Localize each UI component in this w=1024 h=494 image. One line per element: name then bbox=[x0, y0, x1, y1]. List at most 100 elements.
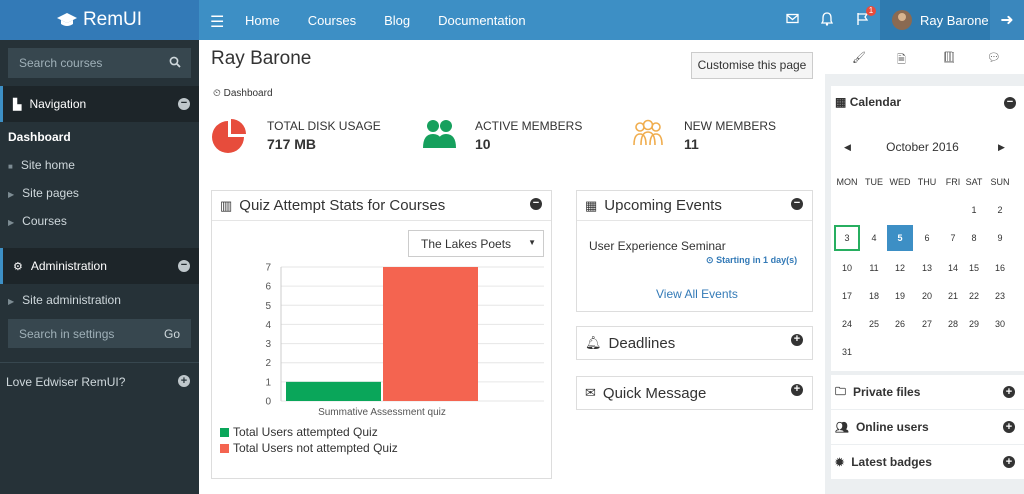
notification-badge: 1 bbox=[866, 6, 876, 16]
calendar-day[interactable]: 28 bbox=[947, 319, 958, 329]
calendar-day[interactable]: 25 bbox=[868, 319, 879, 329]
private-files-block[interactable]: 🗀︎ Private files + bbox=[831, 375, 1024, 409]
calendar-day[interactable]: 16 bbox=[994, 263, 1005, 273]
navigation-header[interactable]: ▙ Navigation − bbox=[0, 86, 199, 122]
calendar-day[interactable]: 20 bbox=[921, 291, 932, 301]
sidebar-item-dashboard[interactable]: Dashboard bbox=[8, 130, 71, 144]
brand[interactable]: RemUI bbox=[0, 0, 199, 40]
calendar-day[interactable]: 15 bbox=[968, 263, 979, 273]
calendar-day[interactable]: 18 bbox=[868, 291, 879, 301]
menu-toggle-icon[interactable]: ☰ bbox=[210, 14, 225, 31]
search-icon[interactable] bbox=[169, 56, 181, 68]
calendar-day[interactable]: 21 bbox=[947, 291, 958, 301]
calendar-day[interactable]: 2 bbox=[997, 205, 1003, 215]
calendar-day[interactable]: 8 bbox=[971, 233, 977, 243]
arrow-right-icon[interactable]: ➜ bbox=[990, 0, 1024, 40]
calendar-day[interactable]: 23 bbox=[994, 291, 1005, 301]
book-icon[interactable]: 📕︎ bbox=[942, 52, 956, 64]
avatar bbox=[892, 10, 912, 30]
expand-icon[interactable]: + bbox=[178, 375, 190, 387]
sidebar-item-courses[interactable]: ▶ Courses bbox=[8, 214, 67, 228]
expand-icon[interactable]: + bbox=[1003, 386, 1015, 398]
calendar-day[interactable]: 3 bbox=[834, 225, 860, 251]
calendar-day[interactable]: 31 bbox=[841, 347, 852, 357]
envelope-icon: ✉ bbox=[585, 385, 596, 400]
event-name[interactable]: User Experience Seminar bbox=[589, 239, 726, 253]
administration-header[interactable]: ⚙ Administration − bbox=[0, 248, 199, 284]
file-icon[interactable]: 🗎︎ bbox=[897, 54, 906, 66]
comments-icon[interactable]: 💬︎ bbox=[987, 52, 1001, 64]
calendar-day[interactable]: 30 bbox=[994, 319, 1005, 329]
calendar-day[interactable]: 19 bbox=[894, 291, 905, 301]
calendar-day[interactable]: 11 bbox=[869, 263, 879, 273]
calendar-day[interactable]: 10 bbox=[841, 263, 852, 273]
view-all-events-link[interactable]: View All Events bbox=[656, 287, 738, 301]
next-month-icon[interactable]: ▶ bbox=[998, 142, 1005, 152]
collapse-icon[interactable]: − bbox=[530, 198, 542, 210]
breadcrumb[interactable]: ⏲ Dashboard bbox=[213, 88, 273, 99]
deadlines-panel-header[interactable]: 🔔︎ Deadlines + bbox=[577, 327, 812, 359]
online-users-block[interactable]: 👥︎ Online users + bbox=[831, 410, 1024, 444]
go-button[interactable]: Go bbox=[163, 327, 180, 341]
calendar-day[interactable]: 17 bbox=[841, 291, 852, 301]
calendar-day[interactable]: 4 bbox=[871, 233, 877, 243]
weekday-label: TUE bbox=[865, 177, 883, 187]
calendar-day[interactable]: 24 bbox=[841, 319, 852, 329]
topnav-blog[interactable]: Blog bbox=[384, 12, 411, 28]
y-tick-label: 3 bbox=[265, 339, 271, 350]
envelope-icon[interactable] bbox=[786, 12, 799, 25]
expand-icon[interactable]: + bbox=[791, 334, 803, 346]
brush-icon[interactable]: 🖌︎ bbox=[852, 52, 866, 64]
sidebar-item-site-pages[interactable]: ▶ Site pages bbox=[8, 186, 79, 200]
bell-icon[interactable] bbox=[821, 12, 833, 26]
calendar-day[interactable]: 6 bbox=[924, 233, 930, 243]
weekday-label: FRI bbox=[945, 177, 961, 187]
calendar-day[interactable]: 7 bbox=[950, 233, 956, 243]
topnav-courses[interactable]: Courses bbox=[307, 12, 357, 28]
expand-icon[interactable]: + bbox=[791, 384, 803, 396]
calendar-title: Calendar bbox=[849, 95, 902, 109]
collapse-icon[interactable]: − bbox=[178, 98, 190, 110]
expand-icon[interactable]: + bbox=[1003, 456, 1015, 468]
calendar-day[interactable]: 1 bbox=[971, 205, 977, 215]
calendar-day[interactable]: 22 bbox=[968, 291, 979, 301]
sidebar-item-site-administration[interactable]: ▶ Site administration bbox=[8, 293, 121, 307]
topnav-home[interactable]: Home bbox=[245, 12, 280, 28]
bar-0[interactable] bbox=[286, 381, 381, 401]
search-settings-input[interactable]: Search in settings Go bbox=[8, 319, 191, 348]
promo-item[interactable]: Love Edwiser RemUI? + bbox=[0, 362, 199, 398]
calendar-day[interactable]: 14 bbox=[947, 263, 958, 273]
flag-icon[interactable] bbox=[856, 12, 869, 26]
calendar-day[interactable]: 13 bbox=[921, 263, 932, 273]
sidebar-item-label: Site administration bbox=[22, 293, 121, 307]
expand-icon[interactable]: + bbox=[1003, 421, 1015, 433]
calendar-header[interactable]: ▦ Calendar bbox=[835, 95, 901, 109]
sidebar-item-label: Dashboard bbox=[8, 130, 71, 144]
search-courses-input[interactable]: Search courses bbox=[8, 48, 191, 78]
user-name: Ray Barone bbox=[920, 12, 989, 28]
calendar-day[interactable]: 5 bbox=[887, 225, 913, 251]
collapse-icon[interactable]: − bbox=[1004, 97, 1016, 109]
topnav-documentation[interactable]: Documentation bbox=[438, 12, 526, 28]
bar-1[interactable] bbox=[383, 267, 478, 401]
calendar-day[interactable]: 27 bbox=[921, 319, 932, 329]
sidebar-item-site-home[interactable]: ■ Site home bbox=[8, 158, 75, 172]
customise-page-button[interactable]: Customise this page bbox=[691, 52, 813, 79]
collapse-icon[interactable]: − bbox=[178, 260, 190, 272]
collapse-icon[interactable]: − bbox=[791, 198, 803, 210]
calendar-day[interactable]: 12 bbox=[894, 263, 905, 273]
breadcrumb-label: Dashboard bbox=[223, 88, 273, 99]
quick-message-panel-header[interactable]: ✉ Quick Message + bbox=[577, 377, 812, 409]
weekday-label: WED bbox=[889, 177, 911, 187]
latest-badges-block[interactable]: ✹ Latest badges + bbox=[831, 445, 1024, 479]
calendar-day[interactable]: 26 bbox=[894, 319, 905, 329]
calendar-day[interactable]: 9 bbox=[997, 233, 1003, 243]
event-start-note: ⊙ Starting in 1 day(s) bbox=[706, 255, 797, 266]
course-select[interactable]: The Lakes Poets ▼ bbox=[408, 230, 544, 257]
block-title: Latest badges bbox=[851, 455, 932, 469]
quiz-bar-chart: 0 1 2 3 4 5 6 7 Summative Assessment quiz bbox=[265, 263, 544, 418]
brand-name: RemUI bbox=[82, 9, 143, 30]
calendar-day[interactable]: 29 bbox=[968, 319, 979, 329]
prev-month-icon[interactable]: ◀ bbox=[844, 142, 851, 152]
user-menu[interactable]: Ray Barone bbox=[880, 0, 990, 40]
